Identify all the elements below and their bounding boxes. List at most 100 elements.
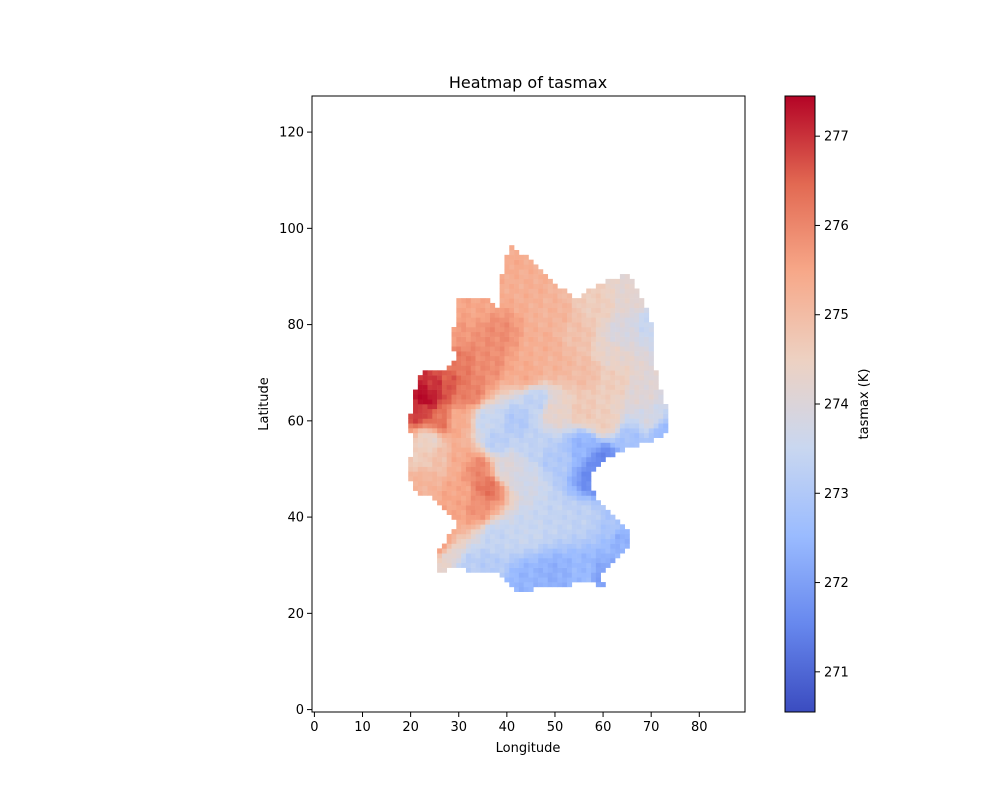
heatmap-cell — [494, 360, 500, 366]
heatmap-cell — [518, 586, 524, 592]
heatmap-cell — [576, 572, 582, 578]
heatmap-cell — [533, 341, 539, 347]
heatmap-cell — [470, 322, 476, 328]
heatmap-cell — [538, 418, 544, 424]
heatmap-cell — [639, 384, 645, 390]
heatmap-cell — [456, 307, 462, 313]
heatmap-cell — [619, 336, 626, 342]
heatmap-cell — [461, 379, 467, 386]
heatmap-cell — [591, 307, 597, 313]
heatmap-cell — [456, 351, 462, 357]
heatmap-cell — [528, 466, 534, 472]
heatmap-cell — [504, 456, 510, 463]
heatmap-cell — [451, 375, 457, 381]
heatmap-cell — [427, 471, 433, 477]
heatmap-cell — [605, 399, 611, 405]
heatmap-cell — [451, 533, 457, 540]
heatmap-cell — [528, 577, 534, 583]
heatmap-cell — [557, 553, 563, 559]
heatmap-cell — [562, 582, 568, 588]
heatmap-cell — [547, 548, 553, 554]
heatmap-cell — [413, 461, 419, 467]
heatmap-cell — [595, 394, 601, 400]
heatmap-cell — [562, 500, 568, 506]
heatmap-cell — [465, 302, 472, 309]
heatmap-cell — [437, 548, 443, 554]
heatmap-cell — [480, 327, 486, 333]
heatmap-cell — [605, 331, 611, 337]
heatmap-cell — [600, 413, 606, 419]
heatmap-cell — [494, 548, 500, 554]
heatmap-cell — [514, 543, 520, 549]
heatmap-cell — [499, 490, 505, 496]
heatmap-cell — [552, 293, 558, 299]
heatmap-cell — [586, 543, 592, 549]
heatmap-cell — [634, 327, 640, 333]
heatmap-cell — [456, 476, 462, 482]
heatmap-cell — [629, 336, 635, 342]
heatmap-cell — [581, 322, 587, 328]
heatmap-cell — [591, 404, 597, 410]
heatmap-cell — [408, 466, 414, 472]
heatmap-cell — [552, 336, 558, 342]
heatmap-cell — [538, 524, 544, 530]
heatmap-cell — [437, 567, 443, 573]
heatmap-cell — [499, 336, 505, 342]
heatmap-cell — [480, 529, 486, 535]
heatmap-cell — [547, 524, 553, 530]
heatmap-cell — [538, 461, 544, 467]
heatmap-cell — [547, 389, 553, 395]
heatmap-cell — [581, 389, 587, 395]
heatmap-cell — [619, 317, 626, 323]
x-tick-label: 60 — [595, 720, 612, 735]
heatmap-cell — [538, 432, 544, 438]
heatmap-cell — [615, 317, 621, 323]
heatmap-cell — [509, 495, 515, 501]
y-tick-label: 20 — [287, 607, 304, 622]
heatmap-cell — [547, 476, 553, 482]
heatmap-cell — [562, 461, 568, 467]
heatmap-cell — [451, 456, 457, 463]
heatmap-cell — [518, 432, 524, 438]
heatmap-cell — [552, 567, 558, 573]
heatmap-cell — [480, 553, 486, 559]
heatmap-cell — [475, 452, 481, 458]
heatmap-cell — [518, 307, 524, 313]
heatmap-cell — [591, 355, 597, 361]
heatmap-cell — [518, 423, 524, 429]
heatmap-cell — [557, 293, 563, 299]
heatmap-cell — [427, 485, 433, 491]
heatmap-cell — [547, 360, 553, 366]
heatmap-cell — [518, 331, 524, 337]
heatmap-cell — [427, 399, 433, 405]
heatmap-cell — [432, 389, 438, 395]
heatmap-cell — [451, 423, 457, 429]
heatmap-cell — [523, 264, 529, 270]
heatmap-cell — [528, 351, 534, 357]
heatmap-cell — [591, 490, 597, 496]
heatmap-cell — [648, 389, 654, 395]
heatmap-cell — [528, 408, 534, 414]
heatmap-cell — [624, 341, 630, 347]
heatmap-cell — [504, 514, 510, 520]
heatmap-cell — [485, 399, 491, 405]
heatmap-cell — [591, 418, 597, 424]
heatmap-cell — [446, 476, 452, 482]
heatmap-cell — [514, 442, 520, 448]
heatmap-cell — [432, 452, 438, 458]
heatmap-cell — [456, 423, 462, 429]
heatmap-cell — [600, 355, 606, 361]
heatmap-cell — [533, 322, 539, 328]
heatmap-cell — [619, 351, 626, 357]
heatmap-cell — [514, 259, 520, 265]
heatmap-cell — [480, 322, 486, 328]
heatmap-cell — [465, 432, 472, 438]
heatmap-cell — [533, 346, 539, 352]
heatmap-cell — [615, 432, 621, 438]
heatmap-cell — [576, 495, 582, 501]
heatmap-cell — [427, 456, 433, 463]
heatmap-cell — [610, 432, 616, 438]
heatmap-cell — [615, 389, 621, 395]
heatmap-cell — [523, 558, 529, 564]
heatmap-cell — [595, 351, 601, 357]
